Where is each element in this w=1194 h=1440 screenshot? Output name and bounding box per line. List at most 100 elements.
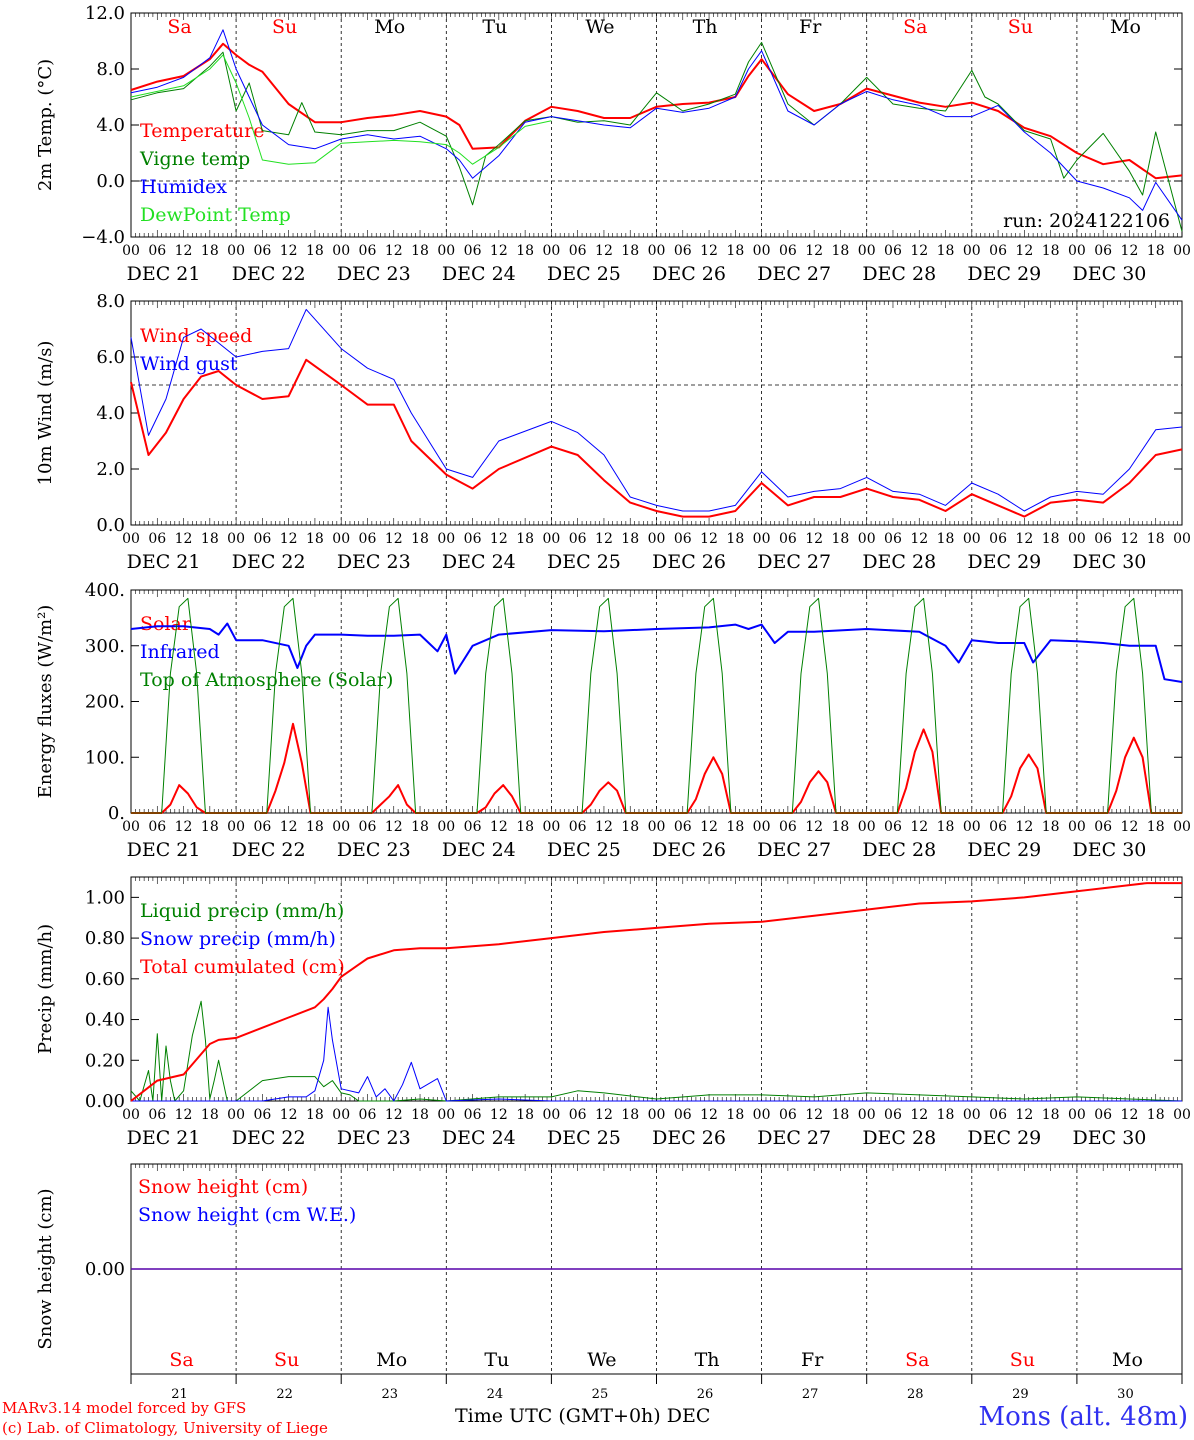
hour-label: 06 xyxy=(989,1107,1007,1123)
hour-label: 12 xyxy=(385,1107,403,1123)
y-tick-label: 2.0 xyxy=(96,459,125,480)
hour-label: 06 xyxy=(148,531,166,547)
hour-label: 00 xyxy=(963,1107,981,1123)
day-label: DEC 26 xyxy=(652,263,726,285)
model-credit: MARv3.14 model forced by GFS xyxy=(2,1399,247,1417)
day-label: DEC 28 xyxy=(862,551,936,573)
y-tick-label: 4.0 xyxy=(96,403,125,424)
hour-label: 18 xyxy=(832,243,850,259)
hour-label: 18 xyxy=(621,531,639,547)
day-label: DEC 22 xyxy=(232,1127,306,1149)
hour-label: 00 xyxy=(122,531,140,547)
hour-label: 18 xyxy=(306,1107,324,1123)
hour-label: 12 xyxy=(910,531,928,547)
hour-label: 12 xyxy=(1121,1107,1139,1123)
legend-entry: Snow precip (mm/h) xyxy=(140,928,336,950)
hour-label: 18 xyxy=(1147,531,1165,547)
hour-label: 12 xyxy=(1015,531,1033,547)
day-label: DEC 23 xyxy=(337,839,411,861)
y-tick-label: 0.80 xyxy=(85,928,125,949)
legend-entry: Infrared xyxy=(140,641,220,663)
hour-label: 06 xyxy=(569,1107,587,1123)
day-number: 30 xyxy=(1117,1387,1134,1402)
hour-label: 00 xyxy=(437,819,455,835)
hour-label: 00 xyxy=(963,531,981,547)
hour-label: 00 xyxy=(858,819,876,835)
hour-label: 06 xyxy=(779,243,797,259)
hour-label: 06 xyxy=(464,243,482,259)
y-tick-label: 0.00 xyxy=(85,1259,125,1280)
hour-label: 12 xyxy=(805,531,823,547)
hour-label: 00 xyxy=(648,1107,666,1123)
hour-label: 18 xyxy=(1042,1107,1060,1123)
hour-label: 12 xyxy=(700,1107,718,1123)
hour-label: 12 xyxy=(1015,1107,1033,1123)
y-tick-label: 1.00 xyxy=(85,887,125,908)
hour-label: 12 xyxy=(385,531,403,547)
legend-entry: Snow height (cm W.E.) xyxy=(138,1204,356,1226)
hour-label: 00 xyxy=(1173,243,1191,259)
hour-label: 18 xyxy=(726,1107,744,1123)
y-tick-label: 400. xyxy=(85,580,125,601)
weekday-label: Th xyxy=(695,1349,720,1371)
hour-label: 18 xyxy=(937,243,955,259)
hour-label: 18 xyxy=(621,819,639,835)
weekday-label: Su xyxy=(274,1349,299,1371)
y-tick-label: 0.40 xyxy=(85,1010,125,1031)
weekday-label: Sa xyxy=(905,1349,929,1371)
hour-label: 00 xyxy=(437,531,455,547)
series-liquid-precip-mm-h xyxy=(130,1000,1183,1102)
day-label: DEC 22 xyxy=(232,839,306,861)
hour-label: 18 xyxy=(1042,819,1060,835)
hour-label: 12 xyxy=(910,1107,928,1123)
hour-label: 06 xyxy=(359,1107,377,1123)
weekday-label: Sa xyxy=(167,16,191,38)
hour-label: 12 xyxy=(280,819,298,835)
weekday-label: Sa xyxy=(169,1349,193,1371)
y-tick-label: 0.0 xyxy=(96,515,125,536)
hour-label: 00 xyxy=(753,1107,771,1123)
day-number: 23 xyxy=(381,1387,398,1402)
hour-label: 00 xyxy=(227,243,245,259)
hour-label: 00 xyxy=(753,531,771,547)
hour-label: 18 xyxy=(516,819,534,835)
hour-label: 06 xyxy=(1094,531,1112,547)
legend-entry: Wind speed xyxy=(140,325,252,347)
hour-label: 18 xyxy=(621,1107,639,1123)
day-number: 28 xyxy=(907,1387,924,1402)
day-label: DEC 24 xyxy=(442,1127,516,1149)
weekday-label: Tu xyxy=(484,1349,509,1371)
run-annotation: run: 2024122106 xyxy=(1003,210,1170,232)
hour-label: 06 xyxy=(1094,819,1112,835)
hour-label: 00 xyxy=(542,531,560,547)
day-label: DEC 29 xyxy=(967,1127,1041,1149)
hour-label: 12 xyxy=(280,531,298,547)
weekday-label: Fr xyxy=(799,16,822,38)
y-tick-label: 0.00 xyxy=(85,1091,125,1112)
y-axis-label: Precip (mm/h) xyxy=(35,924,56,1054)
day-label: DEC 25 xyxy=(547,263,621,285)
hour-label: 18 xyxy=(306,531,324,547)
hour-label: 18 xyxy=(1147,1107,1165,1123)
hour-label: 18 xyxy=(201,531,219,547)
hour-label: 00 xyxy=(963,243,981,259)
hour-label: 00 xyxy=(858,1107,876,1123)
weekday-label: Fr xyxy=(801,1349,824,1371)
weekday-label: Th xyxy=(693,16,718,38)
hour-label: 12 xyxy=(490,531,508,547)
y-axis-label: 2m Temp. (°C) xyxy=(35,59,56,191)
hour-label: 00 xyxy=(648,531,666,547)
hour-label: 18 xyxy=(516,243,534,259)
day-label: DEC 22 xyxy=(232,551,306,573)
hour-label: 12 xyxy=(175,243,193,259)
hour-label: 12 xyxy=(700,243,718,259)
day-label: DEC 21 xyxy=(127,1127,201,1149)
day-label: DEC 29 xyxy=(967,839,1041,861)
hour-label: 00 xyxy=(963,819,981,835)
hour-label: 18 xyxy=(832,531,850,547)
hour-label: 06 xyxy=(148,243,166,259)
y-tick-label: 0.60 xyxy=(85,969,125,990)
hour-label: 06 xyxy=(1094,243,1112,259)
hour-label: 18 xyxy=(832,819,850,835)
